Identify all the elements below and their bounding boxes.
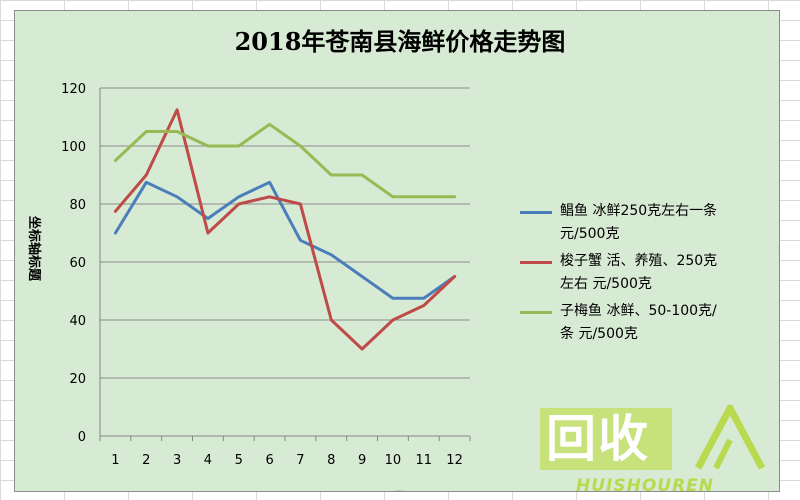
y-tick-label: 0 — [78, 430, 86, 445]
resize-handle-bottom[interactable]: ⋯ — [395, 486, 403, 495]
series-line-0 — [113, 180, 457, 300]
resize-handle-left[interactable]: ⋮ — [11, 246, 19, 255]
legend: 鲳鱼 冰鲜250克左右一条 元/500克 梭子蟹 活、养殖、250克 左右 元/… — [520, 200, 770, 350]
chart-title: 2018年苍南县海鲜价格走势图 — [234, 27, 566, 56]
x-tick-label: 10 — [385, 453, 402, 468]
y-tick-label: 80 — [69, 198, 86, 213]
resize-handle-right[interactable]: ⋮ — [775, 246, 783, 255]
watermark-badge — [540, 408, 672, 470]
legend-label-line: 条 元/500克 — [560, 326, 638, 342]
legend-swatch-zimei-fish — [520, 311, 552, 314]
x-tick-label: 12 — [446, 453, 463, 468]
series-line-1 — [113, 108, 457, 351]
legend-swatch-swimming-crab — [520, 261, 552, 264]
x-tick-label: 6 — [265, 453, 273, 468]
x-tick-label: 1 — [111, 453, 119, 468]
legend-label-line: 元/500克 — [560, 226, 620, 242]
legend-label-line: 左右 元/500克 — [560, 276, 652, 292]
legend-item: 鲳鱼 冰鲜250克左右一条 元/500克 — [520, 200, 770, 246]
x-tick-label: 8 — [327, 453, 335, 468]
x-tick-label: 5 — [235, 453, 243, 468]
y-tick-label: 100 — [61, 140, 86, 155]
legend-item: 梭子蟹 活、养殖、250克 左右 元/500克 — [520, 250, 770, 296]
x-tick-label: 3 — [173, 453, 181, 468]
legend-swatch-chang-fish — [520, 211, 552, 214]
resize-handle-top[interactable]: ⋯ — [395, 6, 403, 15]
legend-label-line: 梭子蟹 活、养殖、250克 — [560, 253, 718, 269]
x-tick-label: 11 — [415, 453, 432, 468]
legend-label-line: 鲳鱼 冰鲜250克左右一条 — [560, 203, 718, 219]
x-tick-label: 7 — [296, 453, 304, 468]
x-tick-label: 2 — [142, 453, 150, 468]
y-tick-label: 60 — [69, 256, 86, 271]
watermark-logo: 回收 HUISHOUREN — [540, 400, 780, 496]
watermark-figure-icon — [694, 404, 766, 470]
watermark-en-text: HUISHOUREN — [576, 476, 715, 496]
x-tick-label: 9 — [358, 453, 366, 468]
watermark-cn-text: 回收 — [546, 410, 650, 468]
series-line-2 — [113, 122, 457, 199]
x-tick-label: 4 — [204, 453, 212, 468]
legend-item: 子梅鱼 冰鲜、50-100克/ 条 元/500克 — [520, 300, 770, 346]
y-tick-label: 120 — [61, 82, 86, 97]
legend-label-line: 子梅鱼 冰鲜、50-100克/ — [560, 303, 717, 319]
y-tick-label: 40 — [69, 314, 86, 329]
y-tick-label: 20 — [69, 372, 86, 387]
